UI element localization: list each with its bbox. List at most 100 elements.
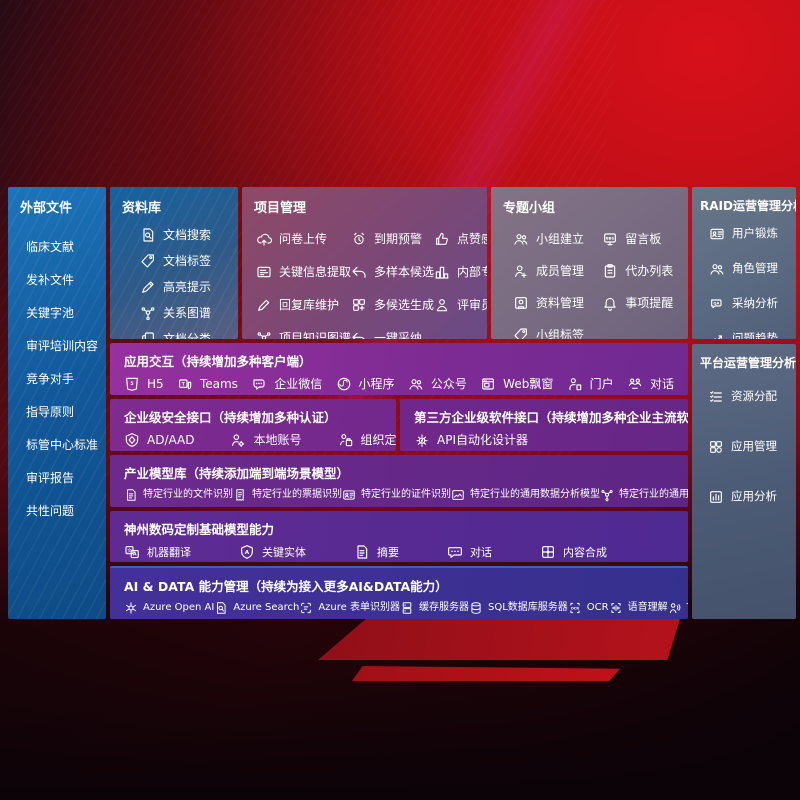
item-label: 对话: [470, 545, 492, 559]
panel-title: 资料库: [122, 201, 162, 216]
list-item: 特定行业的文件识别: [124, 488, 233, 502]
item-label: 回复库维护: [279, 298, 340, 312]
item-label: API自动化设计器: [437, 433, 528, 447]
item-label: 机器翻译: [147, 545, 191, 559]
list-item: 代办列表: [602, 263, 682, 279]
svg-text:BBS: BBS: [606, 236, 615, 240]
item-label: 指导原则: [26, 405, 75, 419]
left-column: 外部文件 临床文献 发补文件 关键字池 审评培训内容 竞争对手 指导原则 标管中心标准 审评报…: [8, 187, 106, 619]
item-label: 评审员画像: [457, 298, 487, 312]
item-label: OCR: [586, 602, 609, 613]
panel-project-management: 项目管理 问卷上传 到期预警 点赞感谢关键信息提取 多样本候选 内部专家排名回复库维护 多…: [242, 187, 487, 339]
list-item: 应用管理: [708, 439, 792, 455]
panel-raid-analysis: RAID运营管理分析 用户锻炼 角色管理 QA 采纳分析 问题趋势: [692, 187, 796, 339]
ad-shield-icon: [124, 432, 140, 448]
reply-icon: [351, 264, 367, 280]
teams-icon: T: [177, 376, 193, 392]
item-label: 特定行业的票据识别: [252, 489, 342, 500]
list-item: 文档分类: [140, 331, 230, 339]
item-label: 问题趋势: [732, 331, 778, 339]
panel-title: 项目管理: [254, 201, 307, 216]
item-label: 角色管理: [732, 261, 778, 276]
panel-platform-analysis: 平台运营管理分析 资源分配 应用管理 应用分析: [692, 344, 796, 619]
clipboard-icon: [602, 263, 618, 279]
panel-app-interaction: 应用交互（持续增加多种客户端） 5 H5 T Teams 企业微信 小程序 公众号 Web飘窗…: [110, 343, 688, 395]
pen-icon: [256, 297, 272, 313]
highlight-icon: [140, 279, 156, 295]
person-icon: [434, 297, 450, 313]
person-add-icon: [513, 263, 529, 279]
list-item: 特定行业的通用数据分析模型: [451, 488, 600, 502]
network-icon: [140, 305, 156, 321]
bbs-icon: BBS: [602, 231, 618, 247]
item-label: 特定行业的证件识别: [361, 489, 451, 500]
item-label: 关系图谱: [163, 306, 212, 320]
list-item: 点赞感谢: [434, 231, 487, 247]
panel-title: 外部文件: [20, 201, 73, 216]
item-label: 代办列表: [625, 264, 674, 278]
panel-title: 应用交互（持续增加多种客户端）: [124, 354, 312, 369]
list-item: 5 H5: [124, 376, 164, 392]
list-item: 角色管理: [709, 261, 792, 277]
base-models-items: 文 A 机器翻译 A 关键实体 摘要 对话 内容合成: [110, 541, 688, 562]
person-org-icon: [338, 432, 354, 448]
svg-text:OCR: OCR: [571, 606, 580, 610]
item-label: 到期预警: [374, 232, 423, 246]
list-item: 组织定义: [338, 432, 397, 448]
list-item: 资料管理: [513, 295, 602, 311]
item-label: 组织定义: [360, 433, 397, 447]
item-label: 资源分配: [731, 389, 777, 404]
item-label: 特定行业的文件识别: [143, 489, 233, 500]
svg-text:文: 文: [127, 547, 132, 554]
list-item: 资源分配: [708, 389, 792, 405]
list-item: 语音理解: [609, 601, 668, 615]
form-brackets-icon: [299, 601, 313, 615]
network-icon: [256, 330, 272, 339]
panel-title: 神州数码定制基础模型能力: [124, 522, 275, 537]
api-gear-icon: [414, 432, 430, 448]
receipt-icon: [233, 488, 247, 502]
id-card-icon: [709, 226, 725, 242]
thumb-up-icon: [434, 231, 450, 247]
doc-search-icon: [140, 227, 156, 243]
list-item: 文 A 机器翻译: [124, 544, 191, 560]
library-list: 文档搜索 文档标签 高亮提示 关系图谱 文档分类: [110, 221, 238, 339]
item-label: 点赞感谢: [457, 232, 487, 246]
ai-data-items: Azure Open AI Azure Search Azure 表单识别器 缓存服务…: [110, 598, 688, 619]
item-label: 多候选生成: [374, 298, 435, 312]
tag-icon: [513, 327, 529, 339]
security-items: AD/AAD 本地账号 组织定义: [110, 429, 396, 451]
extract-icon: [256, 264, 272, 280]
item-label: 标管中心标准: [26, 438, 99, 452]
list-item: 发补文件: [26, 274, 98, 286]
item-label: TTS: [687, 603, 688, 613]
list-item: 临床文献: [26, 241, 98, 253]
platform-list: 资源分配 应用管理 应用分析: [692, 377, 796, 509]
item-label: Azure Search: [233, 602, 300, 613]
svg-text:5: 5: [130, 381, 133, 387]
panel-library: 资料库 文档搜索 文档标签 高亮提示 关系图谱 文档分类: [110, 187, 238, 339]
list-item: 问卷上传: [256, 231, 351, 247]
background-red-shape-small: [352, 666, 620, 681]
item-label: 企业微信: [274, 377, 323, 391]
item-label: 小程序: [358, 377, 395, 391]
main-column: 资料库 文档搜索 文档标签 高亮提示 关系图谱 文档分类 项目管理 问卷上传 到期预警 点赞…: [110, 187, 688, 619]
item-label: 用户锻炼: [732, 226, 778, 241]
alarm-icon: [351, 231, 367, 247]
item-label: 竞争对手: [26, 372, 75, 386]
item-label: 对话: [649, 377, 674, 391]
list-item: T Teams: [177, 376, 238, 392]
panel-industry-models: 产业模型库（持续添加端到端场景模型） 特定行业的文件识别 特定行业的票据识别 特定行…: [110, 455, 688, 507]
item-label: Web飘窗: [503, 377, 554, 391]
list-item: 回复库维护: [256, 297, 351, 313]
item-label: 事项提醒: [625, 296, 674, 310]
list-item: 问题趋势: [709, 331, 792, 339]
speech-icon: [609, 601, 623, 615]
list-item: Azure Search: [214, 601, 299, 615]
list-item: TTS: [668, 601, 688, 615]
architecture-board: 外部文件 临床文献 发补文件 关键字池 审评培训内容 竞争对手 指导原则 标管中心标准 审评报…: [8, 187, 796, 619]
panel-topic-groups: 专题小组 小组建立 BBS 留言板 成员管理 代办列表 资料管理 事项提醒 小组标签: [491, 187, 688, 339]
item-label: 文档标签: [163, 254, 212, 268]
portal-icon: [567, 376, 583, 392]
miniprogram-icon: [336, 376, 352, 392]
